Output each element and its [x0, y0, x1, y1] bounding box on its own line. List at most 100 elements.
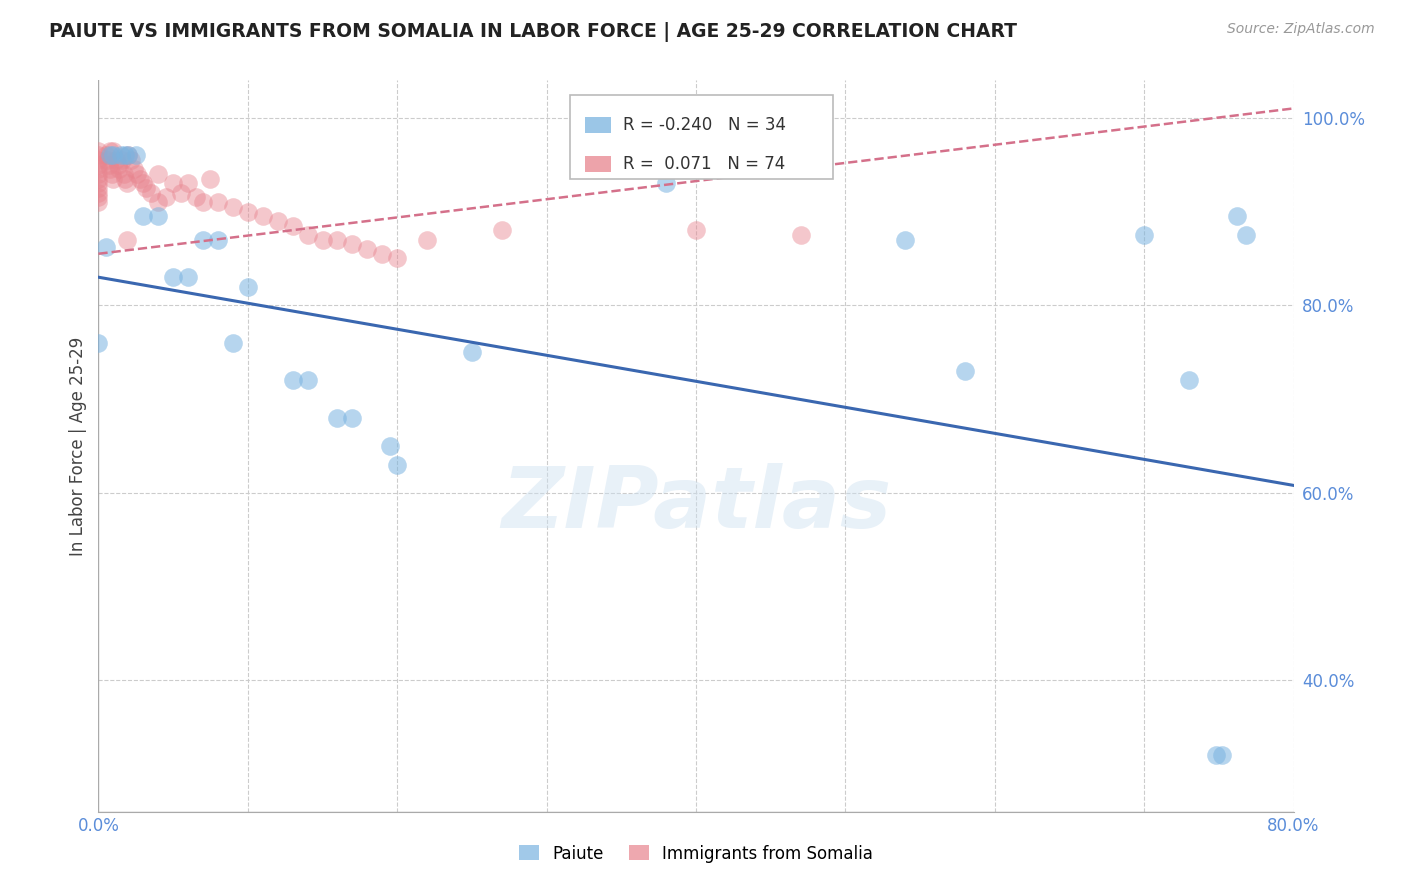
Point — [87, 171, 110, 186]
Point — [162, 270, 184, 285]
Point — [222, 200, 245, 214]
Point — [112, 167, 135, 181]
Point — [461, 345, 484, 359]
Point — [129, 171, 152, 186]
FancyBboxPatch shape — [571, 95, 834, 179]
Point — [103, 171, 125, 186]
Text: R =  0.071   N = 74: R = 0.071 N = 74 — [623, 155, 786, 173]
Point — [87, 162, 110, 177]
Point — [207, 195, 229, 210]
Point — [191, 195, 214, 210]
Point — [378, 439, 401, 453]
Point — [326, 233, 349, 247]
Point — [108, 162, 131, 177]
Point — [655, 177, 678, 191]
Point — [610, 148, 633, 162]
Point — [101, 167, 124, 181]
Point — [105, 153, 128, 167]
Point — [1178, 373, 1201, 387]
Point — [311, 233, 333, 247]
Point — [236, 279, 259, 293]
Point — [267, 214, 290, 228]
Point — [326, 410, 349, 425]
Point — [103, 144, 125, 158]
Text: Source: ZipAtlas.com: Source: ZipAtlas.com — [1227, 22, 1375, 37]
Point — [110, 148, 132, 162]
Point — [222, 335, 245, 350]
Point — [162, 177, 184, 191]
Point — [97, 158, 120, 172]
Point — [356, 242, 378, 256]
Point — [98, 148, 122, 162]
Point — [96, 153, 118, 167]
Point — [894, 233, 917, 247]
Point — [94, 148, 117, 162]
Point — [1211, 748, 1233, 763]
Point — [124, 162, 146, 177]
Point — [177, 270, 200, 285]
Point — [87, 167, 110, 181]
Point — [685, 223, 707, 237]
Point — [135, 181, 157, 195]
Point — [87, 148, 110, 162]
Point — [1226, 209, 1249, 223]
Point — [169, 186, 191, 200]
Legend: Paiute, Immigrants from Somalia: Paiute, Immigrants from Somalia — [512, 838, 880, 869]
Point — [87, 335, 110, 350]
Point — [98, 144, 122, 158]
Point — [117, 148, 139, 162]
Point — [491, 223, 513, 237]
Point — [148, 209, 170, 223]
Point — [87, 195, 110, 210]
Point — [148, 167, 170, 181]
Point — [87, 153, 110, 167]
Point — [953, 364, 976, 378]
Point — [1133, 227, 1156, 242]
Point — [103, 148, 125, 162]
Point — [94, 240, 117, 254]
Point — [200, 171, 222, 186]
Point — [115, 233, 138, 247]
Point — [281, 373, 304, 387]
Point — [114, 148, 136, 162]
Point — [1234, 227, 1257, 242]
Point — [125, 148, 148, 162]
Point — [87, 181, 110, 195]
Point — [177, 177, 200, 191]
Text: R = -0.240   N = 34: R = -0.240 N = 34 — [623, 116, 786, 134]
Point — [385, 252, 409, 266]
Point — [87, 158, 110, 172]
Point — [127, 167, 149, 181]
Point — [416, 233, 439, 247]
Point — [132, 177, 155, 191]
Text: PAIUTE VS IMMIGRANTS FROM SOMALIA IN LABOR FORCE | AGE 25-29 CORRELATION CHART: PAIUTE VS IMMIGRANTS FROM SOMALIA IN LAB… — [49, 22, 1017, 42]
FancyBboxPatch shape — [585, 117, 612, 133]
Point — [87, 144, 110, 158]
Point — [98, 162, 122, 177]
Point — [114, 171, 136, 186]
Point — [595, 144, 617, 158]
Point — [191, 233, 214, 247]
Point — [297, 227, 319, 242]
Point — [281, 219, 304, 233]
Point — [87, 186, 110, 200]
Point — [297, 373, 319, 387]
Point — [111, 153, 134, 167]
Point — [342, 237, 364, 252]
Y-axis label: In Labor Force | Age 25-29: In Labor Force | Age 25-29 — [69, 336, 87, 556]
Point — [87, 177, 110, 191]
Point — [132, 209, 155, 223]
Point — [371, 246, 394, 260]
Point — [139, 186, 162, 200]
Point — [236, 204, 259, 219]
Point — [148, 195, 170, 210]
Text: ZIPatlas: ZIPatlas — [501, 463, 891, 546]
Point — [1205, 748, 1227, 763]
Point — [115, 177, 138, 191]
Point — [120, 153, 142, 167]
Point — [107, 158, 129, 172]
Point — [342, 410, 364, 425]
FancyBboxPatch shape — [585, 156, 612, 172]
Point — [789, 227, 811, 242]
Point — [155, 190, 177, 204]
